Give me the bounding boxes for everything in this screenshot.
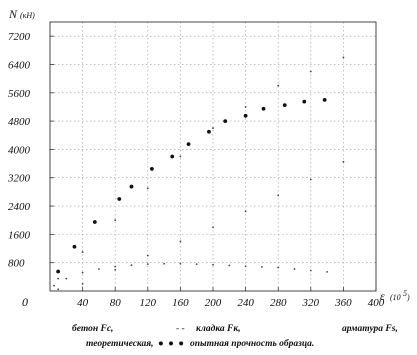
experimental-point <box>186 142 191 147</box>
theoretical-point-3 <box>179 240 182 243</box>
theoretical-point-1 <box>65 277 68 280</box>
x-tick-label: 240 <box>237 297 254 309</box>
theoretical-point-1 <box>293 268 296 270</box>
legend-masonry-marker: - - <box>176 324 185 334</box>
theoretical-point-2 <box>114 219 117 222</box>
theoretical-point-1 <box>163 262 166 265</box>
theoretical-point-1 <box>326 270 328 273</box>
experimental-point <box>207 129 211 134</box>
theoretical-point-1 <box>195 263 198 265</box>
data-marks <box>53 56 345 291</box>
experimental-point <box>261 106 266 111</box>
x-tick-label: 40 <box>77 297 89 309</box>
theoretical-point-2 <box>244 106 247 108</box>
theoretical-point-1 <box>146 263 149 265</box>
theoretical-point-2 <box>277 84 280 87</box>
theoretical-point-1 <box>98 268 100 270</box>
theoretical-point-1 <box>130 264 133 267</box>
theoretical-point-1 <box>114 265 117 268</box>
y-tick-label: 4800 <box>8 116 31 128</box>
experimental-point <box>149 166 154 171</box>
y-tick-label: 2400 <box>8 201 31 213</box>
theoretical-point-3 <box>342 160 345 163</box>
x-tick-label: 400 <box>368 297 385 309</box>
theoretical-point-2 <box>342 56 345 59</box>
x-tick-label: 320 <box>302 297 320 309</box>
legend-experimental-marker: ● ● ● <box>158 339 185 349</box>
theoretical-point-2 <box>309 70 312 73</box>
x-tick-label: 120 <box>140 297 157 309</box>
experimental-point <box>72 244 77 249</box>
x-axis-unit-sup: 5 <box>403 289 407 298</box>
y-tick-label: 800 <box>8 258 25 270</box>
y-tick-label: 3200 <box>7 173 31 185</box>
theoretical-point-2 <box>146 187 149 190</box>
theoretical-point-2 <box>212 127 214 130</box>
legend-item-concrete: бетон Fc, <box>72 324 114 334</box>
legend-item-theoretical: теоретическая, <box>86 339 154 349</box>
theoretical-point-1 <box>53 284 55 287</box>
theoretical-point-1 <box>179 262 182 265</box>
experimental-point <box>129 184 134 189</box>
theoretical-point-2 <box>179 155 182 158</box>
experimental-point <box>302 99 307 104</box>
theoretical-point-1 <box>309 269 312 272</box>
y-tick-labels: 800 1600 2400 3200 4000 4800 5600 6400 7200 <box>7 31 31 270</box>
origin-label: 0 <box>22 295 28 309</box>
y-tick-label: 1600 <box>8 229 31 241</box>
experimental-point <box>282 103 287 108</box>
y-axis-unit: (кН) <box>20 11 35 20</box>
theoretical-point-1 <box>261 266 263 268</box>
legend-item-rebar: арматура Fs, <box>342 324 398 334</box>
x-tick-label: 280 <box>270 297 287 309</box>
x-axis-unit: (10 <box>390 293 401 302</box>
theoretical-point-3 <box>81 283 84 285</box>
x-tick-label: 160 <box>172 297 189 309</box>
theoretical-point-3 <box>212 226 214 229</box>
theoretical-point-3 <box>309 178 312 181</box>
legend-item-masonry: кладка Fк, <box>196 324 241 334</box>
theoretical-point-3 <box>114 268 117 271</box>
x-tick-label: 360 <box>334 297 352 309</box>
y-tick-label: 5600 <box>8 88 31 100</box>
x-tick-label: 80 <box>110 297 122 309</box>
theoretical-point-3 <box>146 254 149 257</box>
grid <box>50 22 377 291</box>
experimental-point <box>92 220 97 224</box>
axes <box>49 21 377 292</box>
x-tick-labels: 40 80 120 160 200 240 280 320 360 400 <box>77 297 385 309</box>
experimental-point <box>170 154 175 159</box>
x-tick-label: 200 <box>205 297 222 309</box>
experimental-point <box>322 97 327 102</box>
theoretical-point-1 <box>228 264 231 267</box>
theoretical-point-2 <box>81 251 84 253</box>
experimental-point <box>56 269 61 274</box>
theoretical-point-3 <box>57 288 60 291</box>
theoretical-point-1 <box>81 271 84 274</box>
theoretical-point-2 <box>57 277 60 280</box>
theoretical-point-1 <box>244 265 247 268</box>
theoretical-point-1 <box>212 263 214 266</box>
x-axis-unit-close: ) <box>406 293 410 302</box>
experimental-point <box>223 119 228 124</box>
experimental-point <box>243 113 248 118</box>
y-tick-label: 4000 <box>8 144 31 156</box>
legend-item-experimental: опытная прочность образца. <box>190 339 315 349</box>
x-axis-label: ε <box>380 289 385 303</box>
theoretical-point-3 <box>277 194 280 197</box>
theoretical-point-1 <box>277 266 280 269</box>
y-tick-label: 6400 <box>8 59 31 71</box>
theoretical-point-3 <box>244 210 247 213</box>
y-axis-label: N <box>8 7 18 21</box>
experimental-point <box>117 197 122 201</box>
y-tick-label: 7200 <box>8 31 31 43</box>
